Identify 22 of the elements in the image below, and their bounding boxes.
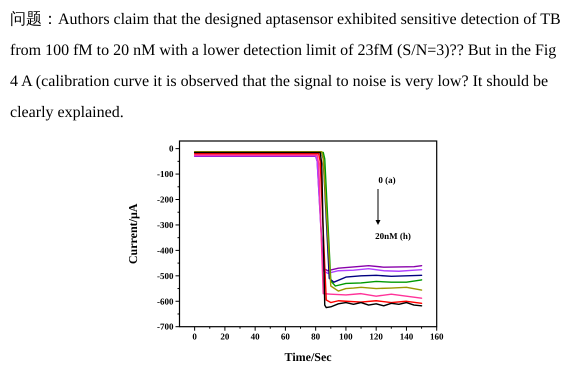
y-tick-label: -200 [157, 194, 174, 205]
annotation: 0 (a) [378, 175, 396, 185]
x-tick-label: 80 [311, 332, 321, 342]
x-tick-label: 140 [400, 332, 414, 342]
y-tick-label: -600 [157, 296, 174, 306]
x-tick-label: 20 [220, 332, 230, 342]
y-tick-label: 0 [169, 144, 174, 154]
y-tick-label: -500 [157, 270, 174, 281]
y-tick-label: -400 [157, 245, 174, 256]
x-tick-label: 40 [250, 332, 260, 342]
x-tick-label: 120 [369, 332, 384, 342]
x-tick-label: 0 [192, 332, 198, 342]
y-tick-label: -700 [157, 322, 174, 332]
x-axis-title: Time/Sec [284, 350, 332, 364]
chart-title: 问题：Authors claim that the designed aptasensor exhibited sensitive detection of TB from 100 fM to 20 nM with a lower detection limit of 23fM (S/N=3)?? But in the Fig 4 A (calibration curve it is observed that the signal to noise is very low? It should be clearly explained. [10, 10, 562, 123]
y-axis-title: Current/μA [126, 203, 140, 264]
annotation: 20nM (h) [375, 231, 411, 241]
x-tick-label: 100 [339, 332, 354, 342]
y-tick-label: -100 [157, 169, 174, 180]
x-tick-label: 60 [280, 332, 290, 342]
x-tick-label: 160 [430, 332, 444, 342]
y-tick-label: -300 [157, 220, 174, 230]
